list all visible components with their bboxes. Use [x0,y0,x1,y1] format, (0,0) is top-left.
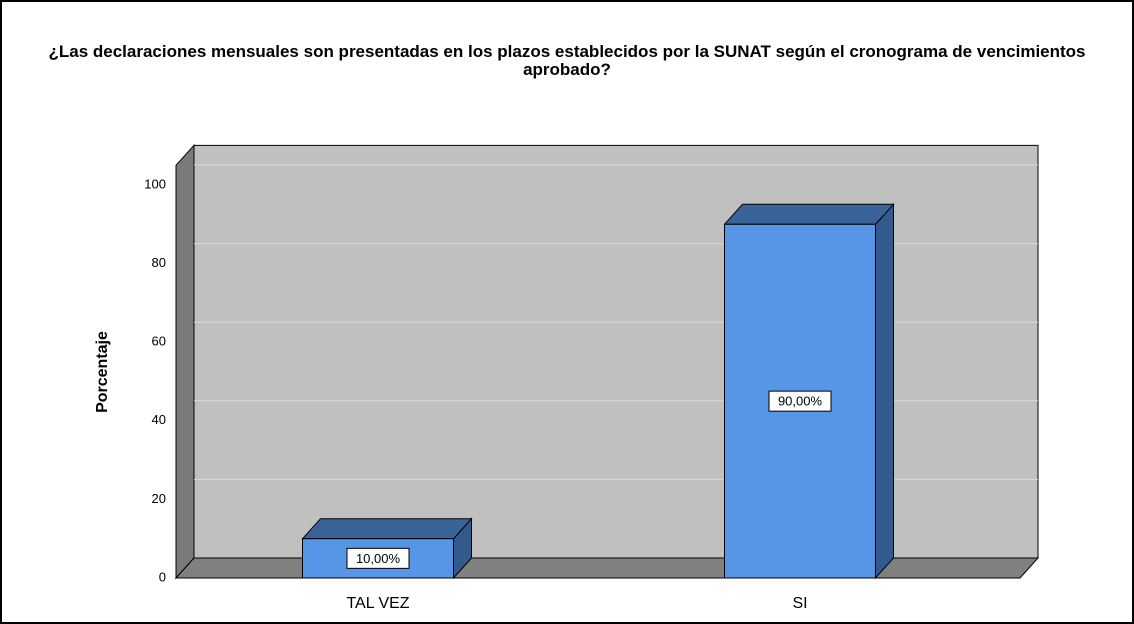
bar-side [875,202,894,580]
bar-top [723,203,895,225]
value-label-box [346,547,410,569]
y-tick-label: 40 [152,412,166,427]
chart-title: ¿Las declaraciones mensuales son present… [48,42,1086,79]
bar-top [301,518,473,540]
y-tick-label: 80 [152,255,166,270]
x-tick-label: TAL VEZ [346,595,409,612]
y-tick-label: 100 [144,176,166,191]
back-wall [193,144,1039,559]
y-tick-label: 0 [159,569,166,584]
x-tick-label: SI [792,595,807,612]
plot-area [174,144,1040,580]
y-axis-label: Porcentaje [94,331,111,413]
y-tick-label: 60 [152,334,166,349]
side-wall [175,144,195,580]
y-tick-label: 20 [152,491,166,506]
value-label-box [768,390,832,412]
value-label: 10,00% [356,551,401,566]
value-label: 90,00% [778,394,823,409]
